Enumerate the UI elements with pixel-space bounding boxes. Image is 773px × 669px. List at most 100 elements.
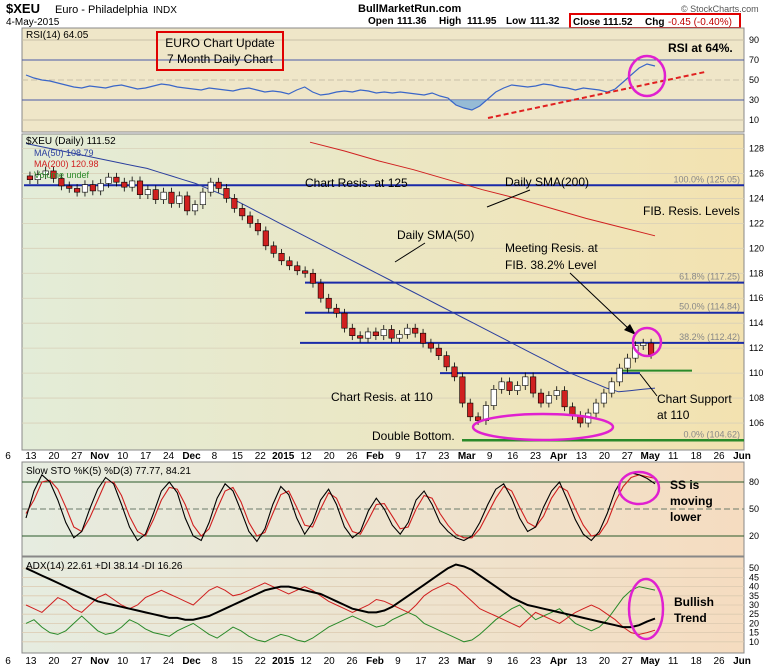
price-tick-label: 126 bbox=[749, 168, 764, 178]
plus-di-line bbox=[25, 586, 656, 643]
title-line-2: 7 Month Daily Chart bbox=[167, 52, 274, 66]
rsi-line bbox=[25, 63, 656, 111]
price-tick-label: 110 bbox=[749, 368, 763, 378]
x-tick-label: 20 bbox=[324, 656, 336, 667]
candle-body bbox=[105, 176, 112, 184]
sma50-legend: MA(50) 108.79 bbox=[34, 148, 94, 158]
x-tick-label: 13 bbox=[25, 451, 37, 462]
rsi-tick-label: 30 bbox=[749, 95, 759, 105]
adx-tick-label: 30 bbox=[749, 600, 759, 610]
price-tick-label: 112 bbox=[749, 343, 763, 353]
x-tick-label: 9 bbox=[395, 656, 401, 667]
chg-label: Chg bbox=[645, 17, 664, 28]
close-label: Close bbox=[573, 17, 601, 28]
price-tick-label: 108 bbox=[749, 393, 764, 403]
watermark: © StockCharts.com bbox=[681, 4, 759, 14]
candle-body bbox=[176, 195, 183, 204]
x-tick-label: 26 bbox=[347, 451, 359, 462]
x-tick-label: Dec bbox=[182, 451, 201, 462]
candle-body bbox=[270, 245, 277, 254]
candle-body bbox=[380, 329, 387, 336]
x-tick-label: 2015 bbox=[272, 656, 295, 667]
candle-body bbox=[278, 253, 285, 262]
candle-body bbox=[66, 185, 73, 189]
stoch-k-line bbox=[25, 472, 656, 543]
price-legend: $XEU (Daily) 111.52 bbox=[26, 136, 116, 147]
adx-tick-label: 45 bbox=[749, 572, 759, 582]
x-tick-label: Dec bbox=[182, 656, 201, 667]
adx-tick-label: 10 bbox=[749, 637, 759, 647]
candle-body bbox=[286, 260, 293, 267]
volume-legend: Volume undef bbox=[34, 170, 90, 180]
x-tick-label: 16 bbox=[507, 656, 519, 667]
candle-body bbox=[231, 198, 238, 209]
adx-tick-label: 35 bbox=[749, 591, 759, 601]
x-tick-label: 20 bbox=[324, 451, 336, 462]
sma200-line bbox=[309, 141, 656, 237]
x-tick-label: 10 bbox=[117, 656, 129, 667]
candle-body bbox=[81, 184, 89, 193]
price-tick-label: 124 bbox=[749, 193, 764, 203]
candle-body bbox=[58, 178, 65, 187]
candle-body bbox=[592, 402, 600, 414]
x-tick-label: 8 bbox=[212, 656, 218, 667]
x-tick-label: 23 bbox=[530, 656, 542, 667]
x-tick-label: 20 bbox=[48, 451, 60, 462]
price-tick-label: 118 bbox=[749, 268, 763, 278]
x-tick-label: 13 bbox=[576, 656, 588, 667]
x-tick-label: Feb bbox=[366, 656, 384, 667]
candle-body bbox=[97, 183, 104, 192]
rsi-tick-label: 70 bbox=[749, 55, 759, 65]
rsi-trendline bbox=[487, 71, 706, 119]
high-label: High bbox=[439, 16, 461, 27]
candle-body bbox=[443, 355, 450, 368]
x-tick-label: 15 bbox=[232, 656, 244, 667]
x-tick-label: 23 bbox=[438, 656, 450, 667]
candle-body bbox=[247, 215, 254, 224]
x-tick-label: 16 bbox=[507, 451, 519, 462]
candle-body bbox=[34, 174, 41, 180]
candle-body bbox=[144, 189, 151, 195]
candle-body bbox=[207, 181, 214, 193]
candle-body bbox=[561, 390, 568, 408]
adx-tick-label: 20 bbox=[749, 618, 759, 628]
x-tick-label: 11 bbox=[668, 656, 679, 667]
candle-body bbox=[294, 265, 301, 272]
title-box bbox=[156, 31, 284, 71]
rsi-tick-label: 90 bbox=[749, 35, 759, 45]
rsi-legend: RSI(14) 64.05 bbox=[26, 30, 89, 41]
chg-value: -0.45 (-0.40%) bbox=[668, 17, 732, 28]
support-pointer bbox=[639, 373, 658, 397]
x-tick-label: 10 bbox=[117, 451, 129, 462]
x-tick-label: Mar bbox=[458, 656, 476, 667]
candle-body bbox=[364, 331, 372, 339]
chart-header: $XEU Euro - Philadelphia INDX 4-May-2015… bbox=[6, 1, 759, 29]
candle-body bbox=[129, 180, 136, 188]
resis110-note: Chart Resis. at 110 bbox=[331, 390, 433, 404]
candle-body bbox=[239, 208, 246, 217]
candle-body bbox=[537, 392, 545, 404]
adx-tick-label: 40 bbox=[749, 582, 759, 592]
ss-note-3: lower bbox=[670, 510, 702, 524]
x-tick-label: 24 bbox=[163, 656, 175, 667]
candle-body bbox=[26, 175, 33, 180]
sma50-pointer bbox=[394, 242, 426, 263]
double-bottom-ellipse bbox=[471, 412, 615, 442]
open-value: 111.36 bbox=[397, 16, 427, 27]
site-name: BullMarketRun.com bbox=[358, 3, 462, 15]
candle-body bbox=[624, 357, 631, 369]
adx-tick-label: 25 bbox=[749, 609, 759, 619]
adx-tick-label: 50 bbox=[749, 563, 759, 573]
candle-body bbox=[325, 297, 332, 309]
x-tick-label: 13 bbox=[25, 656, 37, 667]
candle-body bbox=[333, 307, 340, 314]
price-tick-label: 128 bbox=[749, 143, 764, 153]
x-tick-label: 9 bbox=[487, 656, 493, 667]
x-tick-label: Feb bbox=[366, 451, 384, 462]
candle-body bbox=[648, 342, 655, 355]
stoch-tick-label: 20 bbox=[749, 531, 759, 541]
candle-body bbox=[616, 367, 623, 383]
sma200-note: Daily SMA(200) bbox=[505, 175, 589, 189]
candle-body bbox=[396, 334, 403, 339]
chart-date: 4-May-2015 bbox=[6, 17, 60, 28]
